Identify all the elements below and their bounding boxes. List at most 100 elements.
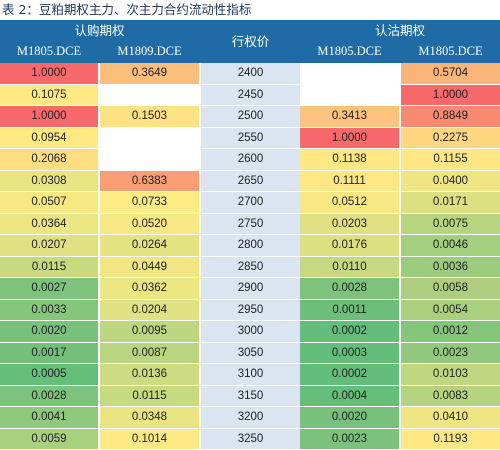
cell-strike: 2800: [201, 235, 300, 256]
cell-put-sub: 0.0036: [401, 257, 500, 278]
table-row: 0.1075 2450 1.0000: [0, 85, 500, 107]
cell-put-sub: 0.0410: [401, 407, 500, 428]
cell-strike: 3100: [201, 364, 300, 385]
cell-strike: 3250: [201, 429, 300, 450]
cell-call-sub: [100, 85, 199, 106]
cell-call-sub: 0.0348: [100, 407, 199, 428]
cell-strike: 2650: [201, 171, 300, 192]
cell-strike: 2500: [201, 106, 300, 127]
cell-strike: 2750: [201, 214, 300, 235]
cell-strike: 2850: [201, 257, 300, 278]
table-caption: 表 2：豆粕期权主力、次主力合约流动性指标: [2, 1, 251, 19]
cell-call-main: 1.0000: [0, 63, 98, 84]
cell-strike: 2400: [201, 63, 300, 84]
cell-strike: 2900: [201, 278, 300, 299]
cell-call-sub: [100, 128, 199, 149]
cell-call-sub: 0.0204: [100, 300, 199, 321]
cell-put-sub: 0.0046: [401, 235, 500, 256]
liquidity-table: 认购期权 认沽期权 行权价 M1805.DCE M1809.DCE M1805.…: [0, 20, 500, 450]
cell-strike: 3000: [201, 321, 300, 342]
cell-call-sub: 0.1014: [100, 429, 199, 450]
cell-call-main: 0.1075: [0, 85, 98, 106]
cell-call-sub: 0.1503: [100, 106, 199, 127]
cell-put-sub: 0.1155: [401, 149, 500, 170]
cell-put-main: 0.0004: [300, 386, 399, 407]
cell-put-main: 0.0002: [300, 364, 399, 385]
cell-put-sub: 0.0171: [401, 192, 500, 213]
cell-call-main: 0.0041: [0, 407, 98, 428]
cell-call-sub: 0.0520: [100, 214, 199, 235]
cell-call-sub: 0.0449: [100, 257, 199, 278]
cell-put-main: 0.0003: [300, 343, 399, 364]
cell-call-sub: 0.6383: [100, 171, 199, 192]
cell-strike: 3150: [201, 386, 300, 407]
cell-call-sub: 0.0362: [100, 278, 199, 299]
cell-put-sub: 0.2275: [401, 128, 500, 149]
cell-strike: 2450: [201, 85, 300, 106]
put-main-header: M1805.DCE: [300, 42, 399, 60]
cell-put-main: 0.1138: [300, 149, 399, 170]
cell-call-sub: 0.0136: [100, 364, 199, 385]
cell-put-main: 0.0002: [300, 321, 399, 342]
cell-call-sub: [100, 149, 199, 170]
cell-put-sub: 0.0103: [401, 364, 500, 385]
cell-call-main: 0.0308: [0, 171, 98, 192]
cell-call-main: 0.0028: [0, 386, 98, 407]
cell-call-sub: 0.0115: [100, 386, 199, 407]
cell-put-main: [300, 85, 399, 106]
cell-put-sub: 0.0012: [401, 321, 500, 342]
cell-call-main: 0.0507: [0, 192, 98, 213]
cell-call-main: 0.0005: [0, 364, 98, 385]
cell-call-sub: 0.0087: [100, 343, 199, 364]
cell-put-main: 0.0512: [300, 192, 399, 213]
cell-put-sub: 0.0400: [401, 171, 500, 192]
cell-put-sub: 0.5704: [401, 63, 500, 84]
call-group-header: 认购期权: [0, 22, 199, 40]
cell-call-main: 0.0115: [0, 257, 98, 278]
cell-put-sub: 0.8849: [401, 106, 500, 127]
cell-put-main: 0.0028: [300, 278, 399, 299]
cell-call-sub: 0.3649: [100, 63, 199, 84]
call-sub-header: M1809.DCE: [100, 42, 199, 60]
cell-strike: 2950: [201, 300, 300, 321]
put-group-header: 认沽期权: [300, 22, 500, 40]
cell-put-main: 0.0023: [300, 429, 399, 450]
cell-strike: 2700: [201, 192, 300, 213]
cell-put-main: 0.0110: [300, 257, 399, 278]
cell-call-main: 0.0020: [0, 321, 98, 342]
cell-put-sub: 0.0023: [401, 343, 500, 364]
cell-put-sub: 0.1193: [401, 429, 500, 450]
cell-call-sub: 0.0095: [100, 321, 199, 342]
cell-put-main: 0.0020: [300, 407, 399, 428]
call-main-header: M1805.DCE: [0, 42, 98, 60]
cell-put-sub: 0.0075: [401, 214, 500, 235]
cell-put-sub: 0.0083: [401, 386, 500, 407]
cell-put-main: 0.0176: [300, 235, 399, 256]
cell-strike: 3050: [201, 343, 300, 364]
cell-put-sub: 1.0000: [401, 85, 500, 106]
cell-put-main: 1.0000: [300, 128, 399, 149]
cell-strike: 2550: [201, 128, 300, 149]
table-header: 认购期权 认沽期权 行权价 M1805.DCE M1809.DCE M1805.…: [0, 20, 500, 63]
cell-strike: 3200: [201, 407, 300, 428]
cell-call-main: 0.0017: [0, 343, 98, 364]
cell-call-main: 0.0027: [0, 278, 98, 299]
strike-header: 行权价: [201, 20, 300, 63]
cell-put-main: 0.3413: [300, 106, 399, 127]
